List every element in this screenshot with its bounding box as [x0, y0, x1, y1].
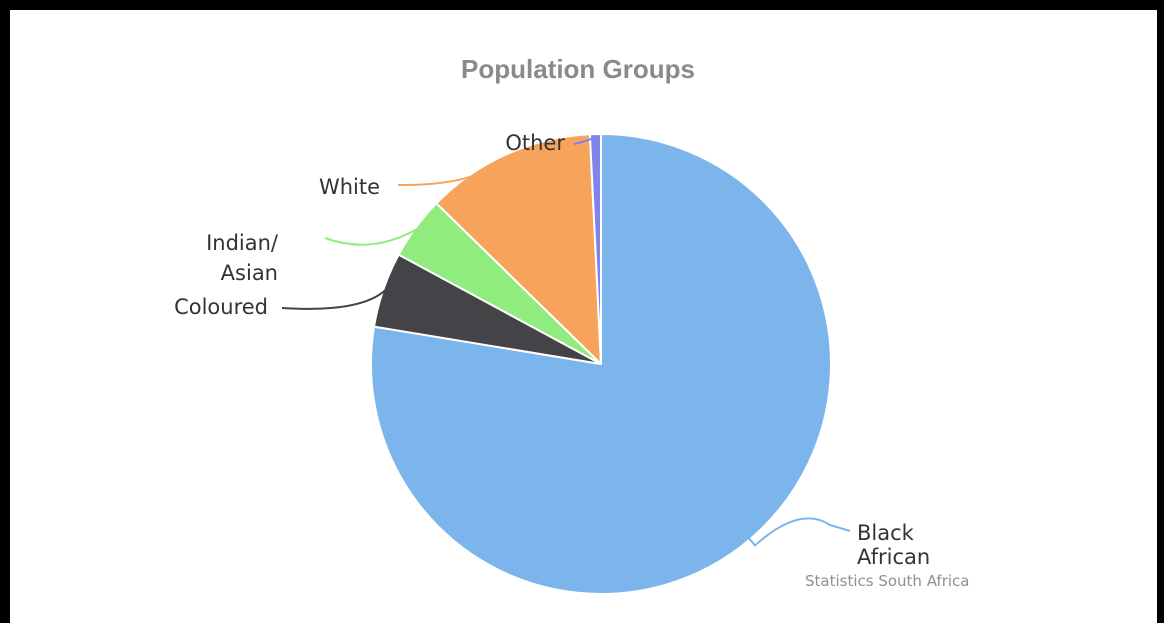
connector-0: [747, 517, 851, 547]
chart-title: Population Groups: [461, 54, 695, 84]
slice-label: Coloured: [174, 295, 268, 319]
pie-slices: [370, 133, 832, 595]
connector-1: [281, 289, 386, 310]
slice-label: White: [319, 175, 380, 199]
slice-label: Other: [505, 131, 565, 155]
slice-label-line: Indian/: [206, 231, 279, 255]
connector-2: [324, 228, 418, 246]
slice-label-line: White: [319, 175, 380, 199]
connector-3: [397, 155, 509, 187]
pie-slice-white[interactable]: [435, 133, 602, 365]
chart-credit: Statistics South Africa: [805, 572, 969, 590]
slice-label-line: Black: [857, 521, 915, 545]
slice-label-line: Coloured: [174, 295, 268, 319]
slice-label: Indian/Asian: [206, 231, 279, 285]
slice-label-line: African: [857, 545, 930, 569]
connector-4: [573, 135, 597, 145]
slice-labels: Black African Coloured Indian/Asian White Oth…: [174, 131, 930, 569]
label-connectors: [281, 135, 851, 547]
pie-slice-other[interactable]: [588, 133, 602, 365]
slice-label: Black African: [857, 521, 930, 569]
slice-label-line: Asian: [221, 261, 278, 285]
slice-label-line: Other: [505, 131, 565, 155]
